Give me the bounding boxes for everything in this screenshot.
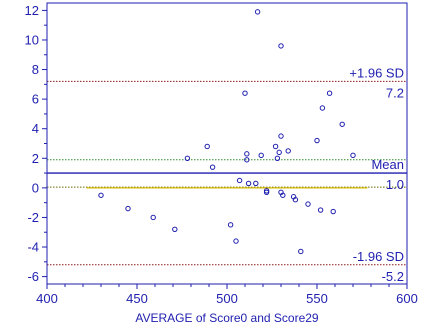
mean-label: Mean [371,157,404,172]
reference-lines [47,80,407,266]
y-tick-label: -4 [27,240,39,255]
data-point [254,9,261,15]
data-point [326,90,333,96]
data-point [285,148,291,154]
data-point [258,152,264,159]
data-point [272,143,279,150]
y-tick-label: 12 [25,3,39,18]
data-point [317,207,324,213]
upper-limit-value: 7.2 [386,85,404,100]
data-point [319,105,326,111]
y-tick-label: 8 [32,62,39,77]
data-point [280,192,286,198]
data-point [227,222,234,228]
data-point [125,205,131,212]
x-tick-label: 550 [306,291,328,306]
data-point [236,177,243,184]
data-point [150,214,156,221]
y-tick-label: -2 [27,210,39,225]
mean-value: 1.0 [386,177,404,192]
data-point [184,155,191,161]
x-tick-label: 450 [126,291,148,306]
data-point [292,197,299,203]
data-point [242,90,248,96]
data-point [350,152,356,159]
x-axis-title: AVERAGE of Score0 and Score29 [135,311,319,325]
data-point [209,164,216,170]
x-tick-label: 500 [216,291,238,306]
data-point [298,248,304,255]
data-point [172,226,178,232]
y-tick-label: 6 [32,92,39,107]
data-point [253,180,259,187]
y-tick-label: 2 [32,151,39,166]
y-tick-label: -6 [27,269,39,284]
data-point [274,155,281,161]
x-tick-label: 400 [36,291,58,306]
data-point [330,208,336,215]
lower-limit-label: -1.96 SD [353,249,404,264]
data-point [305,201,311,207]
data-point [204,143,210,150]
y-axis: -6 -4 -2 0 2 4 6 8 10 12 [25,3,47,284]
plot-frame [46,2,408,285]
data-point [278,43,284,49]
data-point [244,157,250,163]
data-point [98,192,104,198]
y-tick-label: 0 [32,180,39,195]
lower-limit-value: -5.2 [382,269,404,284]
y-tick-label: 4 [32,121,39,136]
data-point [339,121,345,127]
data-points [98,9,356,255]
line-annotations: +1.96 SD 7.2 Mean 1.0 -1.96 SD -5.2 [349,65,404,283]
data-point [276,149,282,156]
data-point [314,137,320,144]
data-point [278,133,284,139]
data-point [245,180,252,187]
upper-limit-label: +1.96 SD [349,65,404,80]
y-tick-label: 10 [25,32,39,47]
x-axis: 400 450 500 550 600 [36,284,418,306]
data-point [244,151,250,157]
data-point [233,238,239,244]
x-tick-label: 600 [396,291,418,306]
data-point [263,188,270,194]
